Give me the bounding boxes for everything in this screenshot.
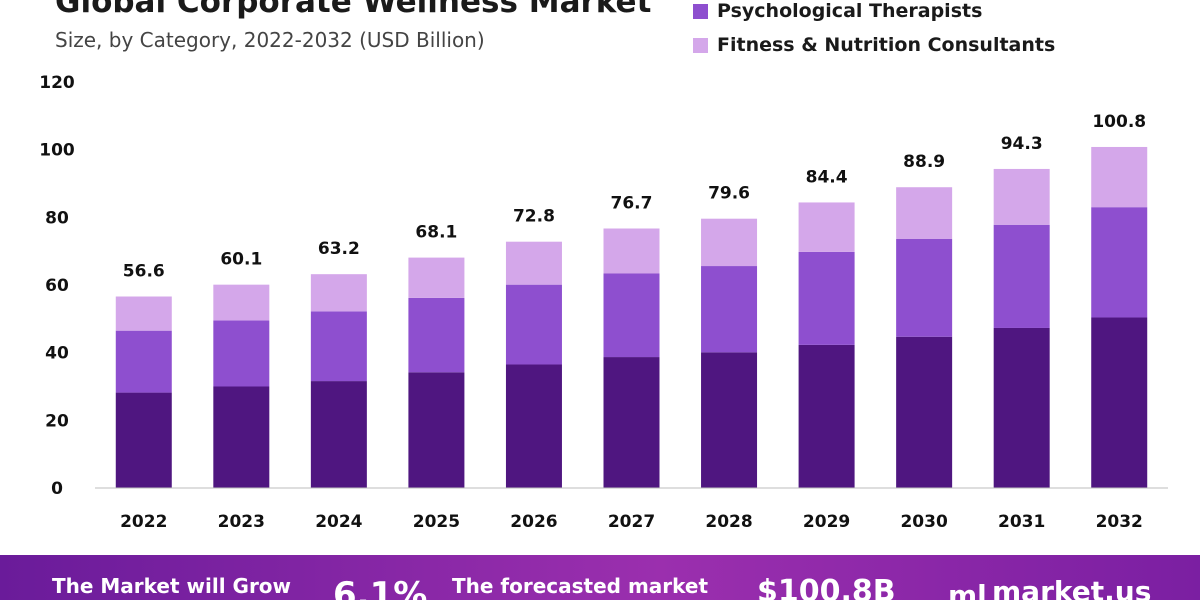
bar-segment-base-2025 [408,372,465,488]
x-tick-label-2023: 2023 [218,512,265,532]
y-tick-label: 120 [39,73,75,93]
data-label-2027: 76.7 [611,193,653,213]
market-us-logo-icon: ml [948,579,987,600]
bar-segment-base-2023 [213,386,270,488]
x-tick-label-2031: 2031 [998,512,1045,532]
x-axis-ticks: 2022 2023 2024 2025 2026 2027 2028 2029 2030 2031… [120,512,1143,532]
y-tick-label: 40 [45,344,69,364]
bar-group [115,146,1148,488]
data-label-2023: 60.1 [220,250,262,270]
bar-segment-base-2031 [993,327,1050,488]
x-tick-label-2032: 2032 [1096,512,1143,532]
data-label-2022: 56.6 [123,262,165,282]
chart-title: Global Corporate Wellness Market [55,0,652,20]
bar-segment-base-2022 [115,392,172,488]
legend-label-fitness-nutrition: Fitness & Nutrition Consultants [717,34,1056,56]
bar-segment-fitness-nutrition-consultants-2032 [1091,146,1148,208]
legend-swatch-psychological-therapists [693,3,708,19]
bar-segment-fitness-nutrition-consultants-2031 [993,168,1050,225]
bar-segment-fitness-nutrition-consultants-2030 [896,187,953,239]
x-tick-label-2024: 2024 [315,512,362,532]
bar-segment-psychological-therapists-2028 [701,266,758,353]
bar-segment-fitness-nutrition-consultants-2022 [115,296,172,331]
bar-segment-fitness-nutrition-consultants-2027 [603,228,660,274]
data-label-2025: 68.1 [415,223,457,243]
bar-segment-psychological-therapists-2026 [505,284,562,365]
bar-segment-base-2032 [1091,317,1148,488]
bar-segment-psychological-therapists-2030 [896,238,953,337]
y-axis-ticks: 0 20 40 60 80 100 120 [39,73,75,499]
x-tick-label-2029: 2029 [803,512,850,532]
data-label-2031: 94.3 [1001,134,1043,154]
banner-forecast-text: The forecasted market [452,574,709,598]
x-tick-label-2027: 2027 [608,512,655,532]
bar-segment-psychological-therapists-2022 [115,330,172,393]
x-tick-label-2028: 2028 [705,512,752,532]
x-tick-label-2025: 2025 [413,512,460,532]
legend-item-fitness-nutrition: Fitness & Nutrition Consultants [693,30,1055,60]
x-tick-label-2026: 2026 [510,512,557,532]
y-tick-label: 0 [51,479,63,499]
bar-segment-fitness-nutrition-consultants-2024 [310,274,367,312]
data-label-2032: 100.8 [1092,112,1146,132]
bar-segment-fitness-nutrition-consultants-2025 [408,257,465,298]
bar-segment-psychological-therapists-2031 [993,224,1050,328]
y-tick-label: 80 [45,208,69,228]
y-tick-label: 100 [39,141,75,161]
bar-segment-base-2024 [310,381,367,488]
legend-swatch-fitness-nutrition [693,37,708,53]
banner-cagr-value: 6.1% [333,575,428,600]
market-us-logo-text: market.us [992,575,1152,600]
bar-segment-psychological-therapists-2032 [1091,207,1148,318]
data-label-2026: 72.8 [513,207,555,227]
bar-segment-psychological-therapists-2023 [213,320,270,387]
bar-segment-base-2029 [798,344,855,488]
bar-segment-psychological-therapists-2029 [798,251,855,345]
data-label-2030: 88.9 [903,152,945,172]
data-label-2024: 63.2 [318,239,360,259]
legend-item-psychological-therapists: Psychological Therapists [693,0,1055,26]
data-labels: 56.6 60.1 63.2 68.1 72.8 76.7 79.6 84.4 88.9 94.3… [123,112,1146,282]
bar-segment-base-2028 [701,352,758,488]
chart-legend: Psychological Therapists Fitness & Nutri… [693,0,1055,64]
bar-segment-psychological-therapists-2025 [408,297,465,373]
bar-segment-fitness-nutrition-consultants-2023 [213,284,270,321]
bar-segment-psychological-therapists-2027 [603,273,660,358]
bar-segment-base-2026 [505,364,562,488]
bottom-banner: The Market will Grow 6.1% The forecasted… [0,555,1200,600]
y-tick-label: 60 [45,276,69,296]
bar-segment-fitness-nutrition-consultants-2029 [798,202,855,252]
data-label-2029: 84.4 [806,167,848,187]
chart-subtitle: Size, by Category, 2022-2032 (USD Billio… [55,28,485,52]
banner-grow-text: The Market will Grow [52,574,292,598]
banner-forecast-value: $100.8B [757,574,896,600]
bar-segment-psychological-therapists-2024 [310,311,367,382]
stacked-bar-chart: 0 20 40 60 80 100 120 2022 2023 2024 2025 2026 2027… [39,73,1168,532]
bar-segment-base-2030 [896,336,953,488]
data-label-2028: 79.6 [708,184,750,204]
bar-segment-fitness-nutrition-consultants-2028 [701,218,758,267]
y-tick-label: 20 [45,411,69,431]
bar-segment-base-2027 [603,357,660,488]
legend-label-psychological-therapists: Psychological Therapists [717,0,983,22]
x-tick-label-2022: 2022 [120,512,167,532]
bar-segment-fitness-nutrition-consultants-2026 [505,241,562,285]
x-tick-label-2030: 2030 [900,512,947,532]
